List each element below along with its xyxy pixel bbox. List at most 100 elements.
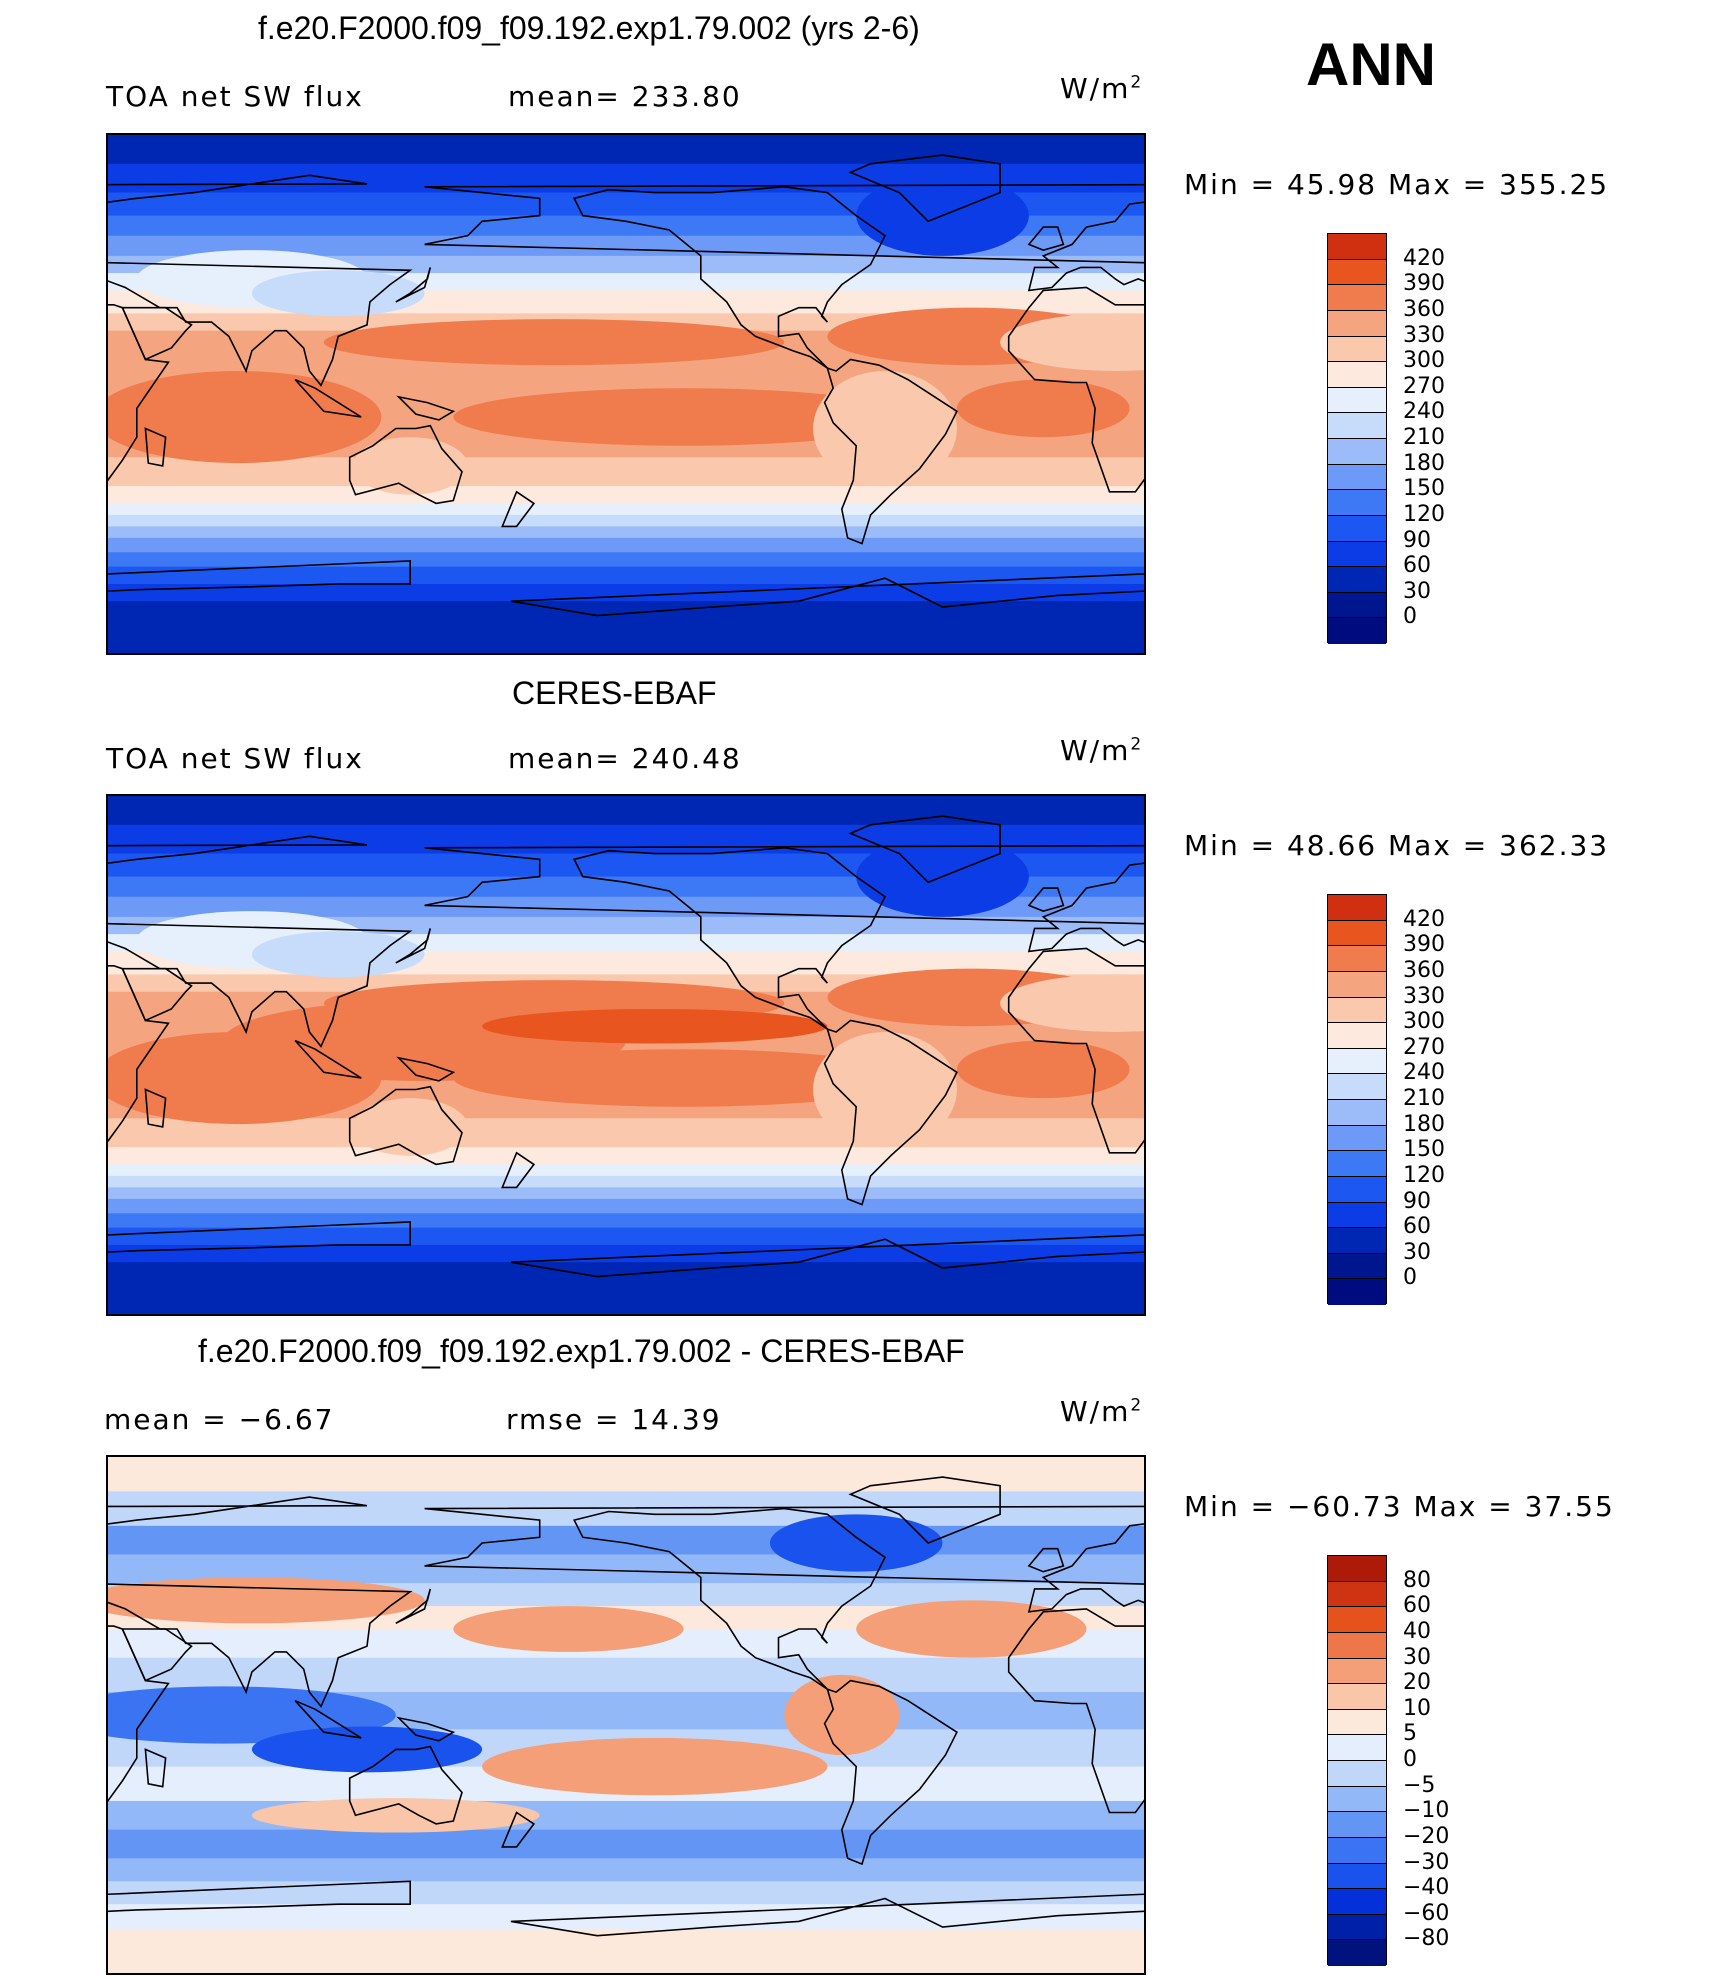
coastline	[0, 560, 412, 599]
colorbar-swatch	[1328, 387, 1386, 414]
panel-2-map	[0, 794, 1449, 1316]
colorbar-swatch	[1328, 1151, 1386, 1177]
colorbar-tick-label: 0	[1403, 1747, 1417, 1772]
colorbar-tick-label: 30	[1403, 578, 1431, 604]
field-patch	[251, 270, 425, 317]
field-band	[108, 526, 1144, 539]
colorbar-swatch	[1328, 1228, 1386, 1254]
colorbar-tick-label: 20	[1403, 1670, 1431, 1696]
colorbar-swatch	[1328, 1556, 1386, 1582]
colorbar-swatch	[1328, 1125, 1386, 1152]
colorbar-swatch	[1328, 1735, 1386, 1761]
panel-1-map	[0, 133, 1449, 655]
coastline	[294, 378, 362, 418]
colorbar-tick-label: 210	[1403, 425, 1445, 450]
colorbar-tick-label: 360	[1403, 296, 1445, 322]
colorbar-swatch	[1328, 1100, 1386, 1126]
panel-1-variable-label: TOA net SW flux	[106, 80, 364, 113]
coastline	[144, 1088, 167, 1128]
panel-3-minmax: Min = −60.73 Max = 37.55	[1184, 1490, 1615, 1523]
colorbar-swatch	[1328, 1786, 1386, 1813]
panel-2-units: W/m2	[1060, 734, 1144, 767]
colorbar-swatch	[1328, 515, 1386, 542]
colorbar-swatch	[1328, 413, 1386, 439]
colorbar-swatch	[1328, 1176, 1386, 1203]
colorbar-tick-label: 10	[1403, 1695, 1431, 1721]
colorbar-swatch	[1328, 1812, 1386, 1838]
colorbar-tick-label: 180	[1403, 450, 1445, 476]
colorbar-tick-label: 180	[1403, 1111, 1445, 1137]
colorbar-tick-label: 330	[1403, 322, 1445, 348]
colorbar-tick-label: 90	[1403, 527, 1431, 553]
field-patch	[482, 1008, 828, 1044]
colorbar-swatch	[1328, 234, 1386, 260]
coastline	[848, 815, 1001, 884]
colorbar-swatch	[1328, 1684, 1386, 1710]
field-band	[108, 1147, 1144, 1166]
panel-1-units: W/m2	[1060, 72, 1144, 105]
colorbar-tick-label: 240	[1403, 399, 1445, 425]
field-patch	[769, 1514, 943, 1572]
field-band	[108, 457, 1144, 488]
field-band	[108, 1858, 1144, 1883]
colorbar-tick-label: 150	[1403, 476, 1445, 502]
colorbar-swatch	[1328, 1632, 1386, 1659]
panel-3-colorbar	[1327, 1555, 1387, 1966]
colorbar-swatch	[1328, 1914, 1386, 1941]
colorbar-tick-label: 330	[1403, 983, 1445, 1009]
coastline	[144, 427, 167, 467]
coastline	[848, 154, 1001, 223]
colorbar-tick-label: 420	[1403, 245, 1445, 271]
field-patch	[251, 931, 425, 978]
field-band	[108, 1657, 1144, 1694]
field-band	[108, 1244, 1144, 1264]
coastline	[395, 267, 432, 303]
colorbar-swatch	[1328, 1074, 1386, 1100]
field-band	[108, 1457, 1144, 1493]
colorbar-tick-label: −5	[1403, 1772, 1436, 1798]
field-band	[108, 566, 1144, 585]
field-patch	[813, 370, 957, 487]
colorbar-swatch	[1328, 920, 1386, 947]
colorbar-swatch	[1328, 464, 1386, 491]
colorbar-tick-label: 300	[1403, 348, 1445, 374]
field-band	[108, 1187, 1144, 1200]
coastline	[395, 928, 432, 964]
field-band	[108, 486, 1144, 505]
coastline	[395, 1588, 432, 1625]
coastline	[1027, 226, 1065, 251]
coastline	[501, 490, 536, 528]
colorbar-tick-label: 30	[1403, 1239, 1431, 1265]
field-band	[108, 1213, 1144, 1229]
field-patch	[813, 1031, 957, 1148]
colorbar-tick-label: −40	[1403, 1875, 1450, 1901]
field-patch	[784, 1674, 900, 1756]
panel-1-colorbar	[1327, 233, 1387, 644]
colorbar-swatch	[1328, 1048, 1386, 1075]
colorbar-swatch	[1328, 971, 1386, 998]
colorbar-tick-label: −60	[1403, 1900, 1450, 1926]
coastline	[501, 1811, 536, 1848]
colorbar-swatch	[1328, 1837, 1386, 1864]
field-band	[108, 1904, 1144, 1931]
coastline	[348, 1085, 463, 1166]
panel-2-title: CERES-EBAF	[512, 675, 717, 711]
coastline	[573, 1507, 887, 1690]
colorbar-tick-label: 240	[1403, 1060, 1445, 1086]
field-band	[108, 796, 1144, 826]
colorbar-swatch	[1328, 1253, 1386, 1280]
coastline	[348, 1745, 463, 1825]
colorbar-swatch	[1328, 285, 1386, 311]
colorbar-swatch	[1328, 1607, 1386, 1633]
colorbar-swatch	[1328, 541, 1386, 568]
colorbar-swatch	[1328, 259, 1386, 286]
field-patch	[323, 319, 785, 366]
field-band	[108, 601, 1144, 654]
colorbar-tick-label: 80	[1403, 1567, 1431, 1593]
colorbar-swatch	[1328, 310, 1386, 337]
colorbar-swatch	[1328, 1023, 1386, 1049]
colorbar-tick-label: 120	[1403, 1162, 1445, 1188]
colorbar-swatch	[1328, 362, 1386, 388]
coastline	[1027, 1547, 1065, 1573]
field-band	[108, 537, 1144, 554]
